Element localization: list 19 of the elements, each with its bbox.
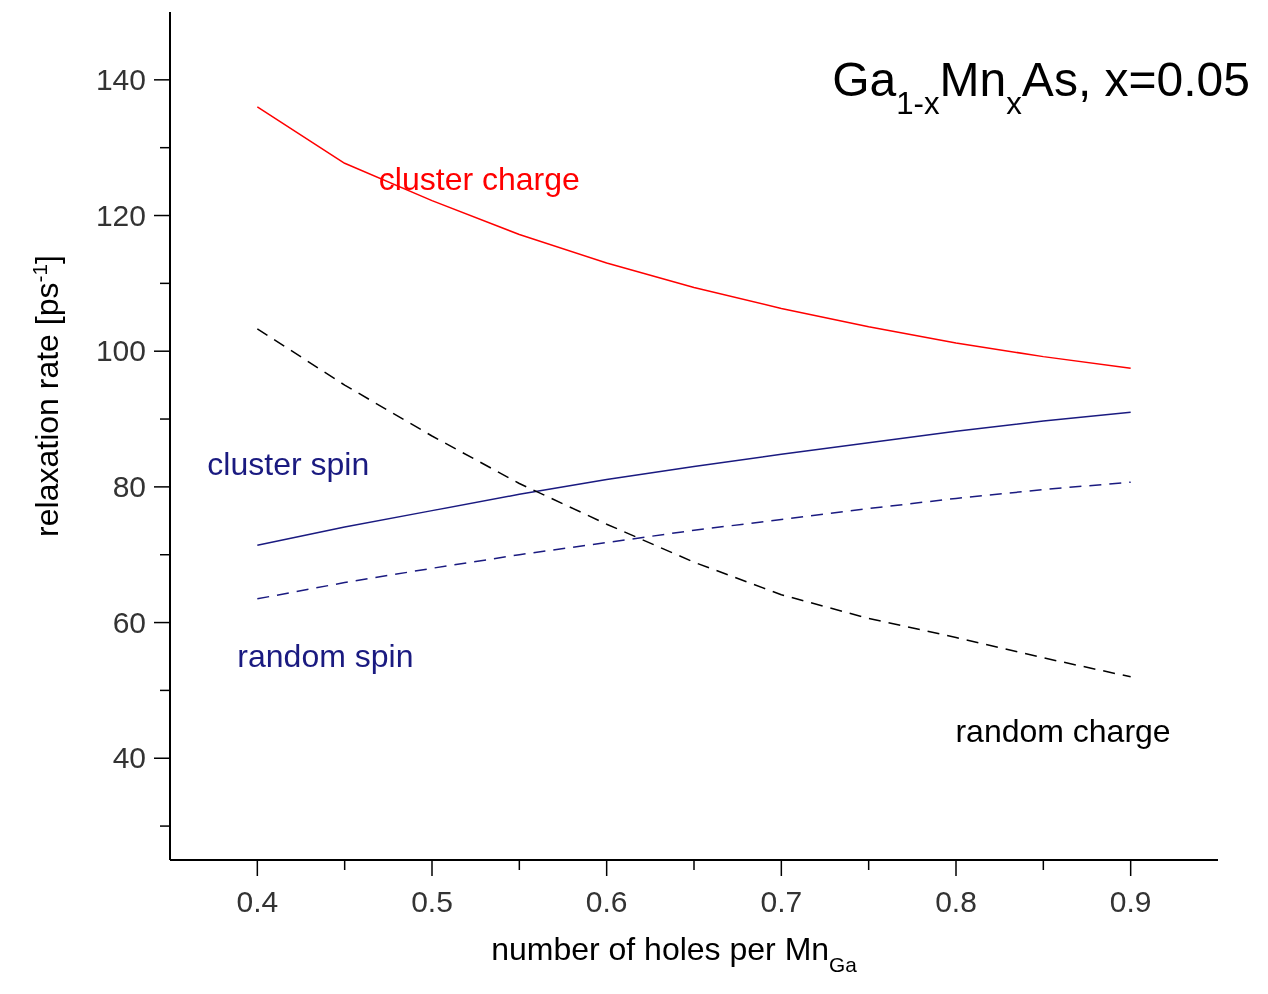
y-tick-label: 120 — [95, 198, 146, 232]
x-tick-label: 0.5 — [411, 885, 453, 918]
x-tick-label: 0.9 — [1109, 885, 1152, 918]
y-tick-label: 100 — [95, 334, 146, 368]
x-tick-label: 0.7 — [760, 885, 803, 918]
y-tick-label: 60 — [112, 605, 146, 639]
x-tick-label: 0.4 — [236, 885, 279, 918]
series-label: random spin — [237, 637, 414, 674]
series-label: random charge — [955, 712, 1171, 749]
y-tick-label: 40 — [112, 741, 146, 775]
series-label: cluster spin — [207, 446, 370, 483]
x-tick-label: 0.8 — [935, 885, 977, 918]
x-tick-label: 0.6 — [585, 885, 628, 918]
y-tick-label: 140 — [95, 62, 146, 96]
text: Ga$_{1-x}$Mn$_{x}$As, x=0.05 — [832, 53, 1250, 121]
series-label: cluster charge — [378, 160, 580, 197]
x-axis-title: number of holes per Mn$_{Ga}$ — [491, 931, 858, 976]
line-series — [256, 481, 1132, 600]
y-tick-label: 80 — [112, 469, 146, 503]
